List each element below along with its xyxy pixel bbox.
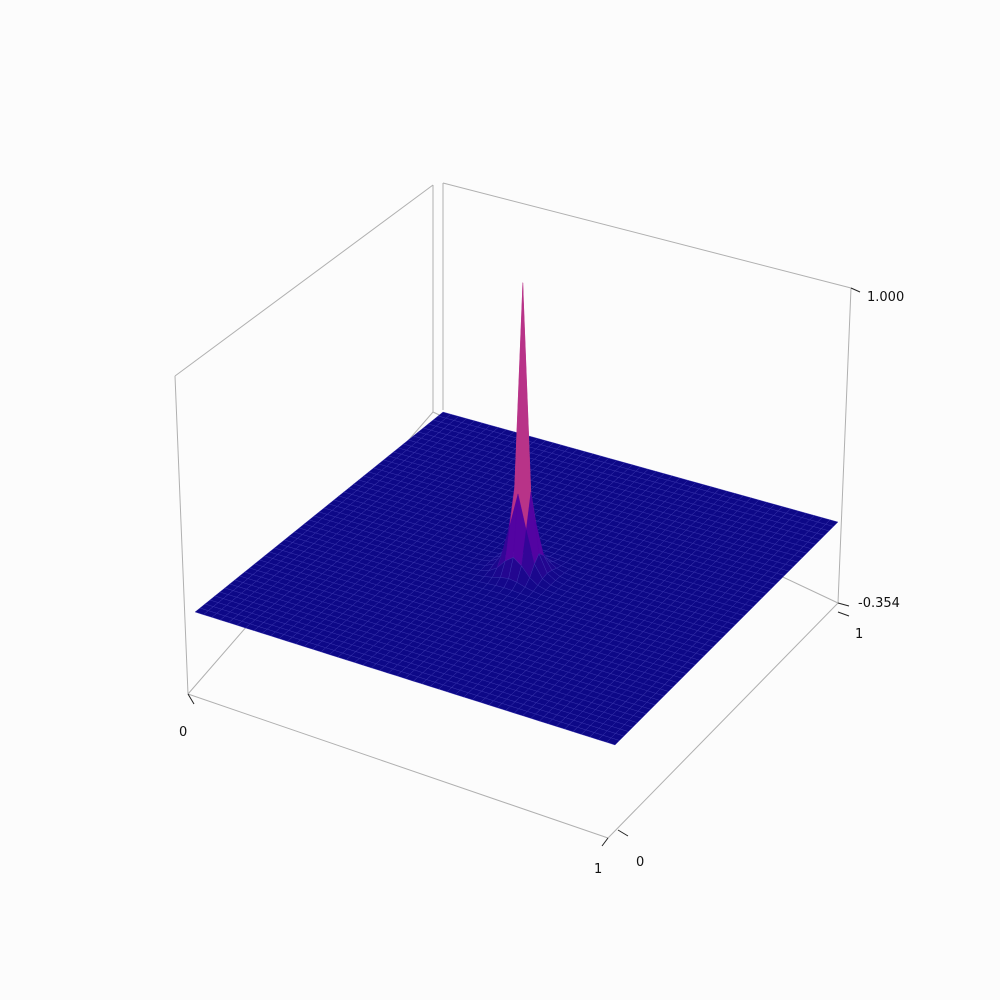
z-tick-label-min: -0.354: [858, 596, 900, 611]
z-tick-label-max: 1.000: [867, 290, 904, 305]
tick-marks: [187, 287, 861, 847]
tick-mark: [837, 611, 850, 617]
y-tick-label-0: 0: [636, 855, 644, 870]
surface-facet: [517, 282, 532, 530]
axis-edge: [442, 182, 852, 289]
tick-mark: [187, 693, 195, 705]
axes-box: [174, 182, 852, 839]
axis-edge: [174, 375, 189, 695]
axis-edge: [187, 693, 609, 839]
tick-mark: [837, 602, 850, 607]
x-tick-label-1: 1: [594, 862, 602, 877]
tick-mark: [617, 829, 629, 837]
axis-edge: [837, 287, 852, 604]
tick-mark: [850, 287, 861, 293]
x-tick-label-0: 0: [179, 725, 187, 740]
surface-mesh: [194, 282, 839, 746]
tick-mark: [601, 837, 609, 847]
axis-edge: [174, 184, 434, 377]
axis-edge: [607, 602, 839, 839]
tick-labels: 0 1 0 1 -0.354 1.000: [179, 290, 904, 877]
y-tick-label-1: 1: [855, 627, 863, 642]
surface-facet: [606, 737, 620, 746]
